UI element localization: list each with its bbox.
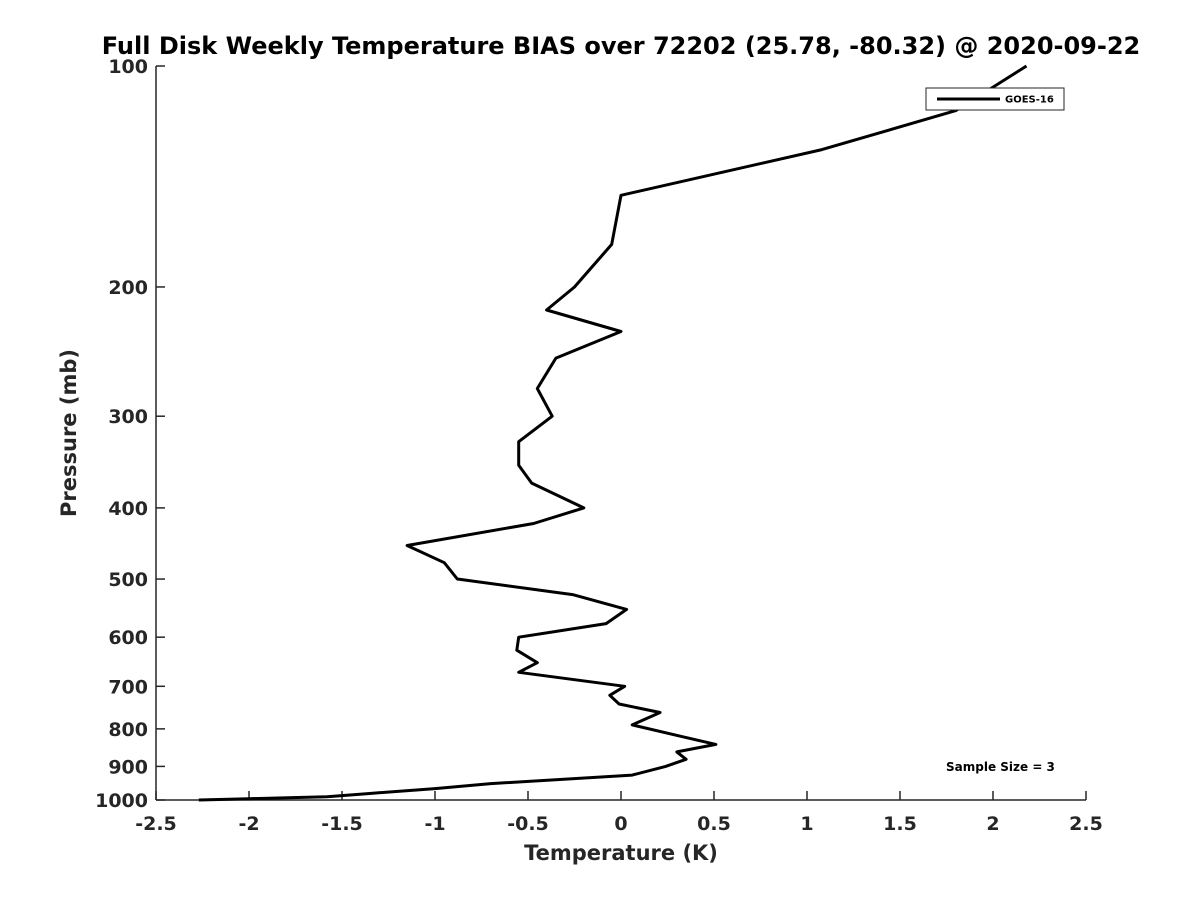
x-tick-label: -1 <box>424 813 445 835</box>
chart-title: Full Disk Weekly Temperature BIAS over 7… <box>102 32 1141 60</box>
x-tick-label: 2.5 <box>1069 813 1103 835</box>
y-tick-label: 500 <box>108 569 148 591</box>
y-tick-label: 800 <box>108 719 148 741</box>
x-tick-label: 1 <box>800 813 813 835</box>
x-tick-label: 1.5 <box>883 813 917 835</box>
x-tick-label: -0.5 <box>507 813 549 835</box>
x-tick-label: 2 <box>986 813 999 835</box>
legend: GOES-16 <box>925 87 1065 111</box>
legend-label-goes-16: GOES-16 <box>1005 95 1054 106</box>
x-tick-label: -1.5 <box>321 813 363 835</box>
y-ticks: 100 200 300 400 500 600 700 800 900 1000 <box>95 56 165 812</box>
sample-size-annotation: Sample Size = 3 <box>946 760 1055 774</box>
y-axis-label: Pressure (mb) <box>57 349 81 517</box>
x-tick-label: 0.5 <box>697 813 731 835</box>
y-tick-label: 400 <box>108 498 148 520</box>
y-tick-label: 1000 <box>95 790 148 812</box>
x-tick-label: 0 <box>614 813 627 835</box>
x-axis-label: Temperature (K) <box>524 841 718 865</box>
y-tick-label: 100 <box>108 56 148 78</box>
y-tick-label: 700 <box>108 676 148 698</box>
y-tick-label: 900 <box>108 756 148 778</box>
series-line-goes-16 <box>198 64 1028 802</box>
x-ticks: -2.5 -2 -1.5 -1 -0.5 0 0.5 1 1.5 2 2.5 <box>135 791 1103 835</box>
x-tick-label: -2 <box>238 813 259 835</box>
y-tick-label: 600 <box>108 627 148 649</box>
x-tick-label: -2.5 <box>135 813 177 835</box>
y-tick-label: 200 <box>108 277 148 299</box>
series-layer <box>198 64 1028 802</box>
y-tick-label: 300 <box>108 406 148 428</box>
